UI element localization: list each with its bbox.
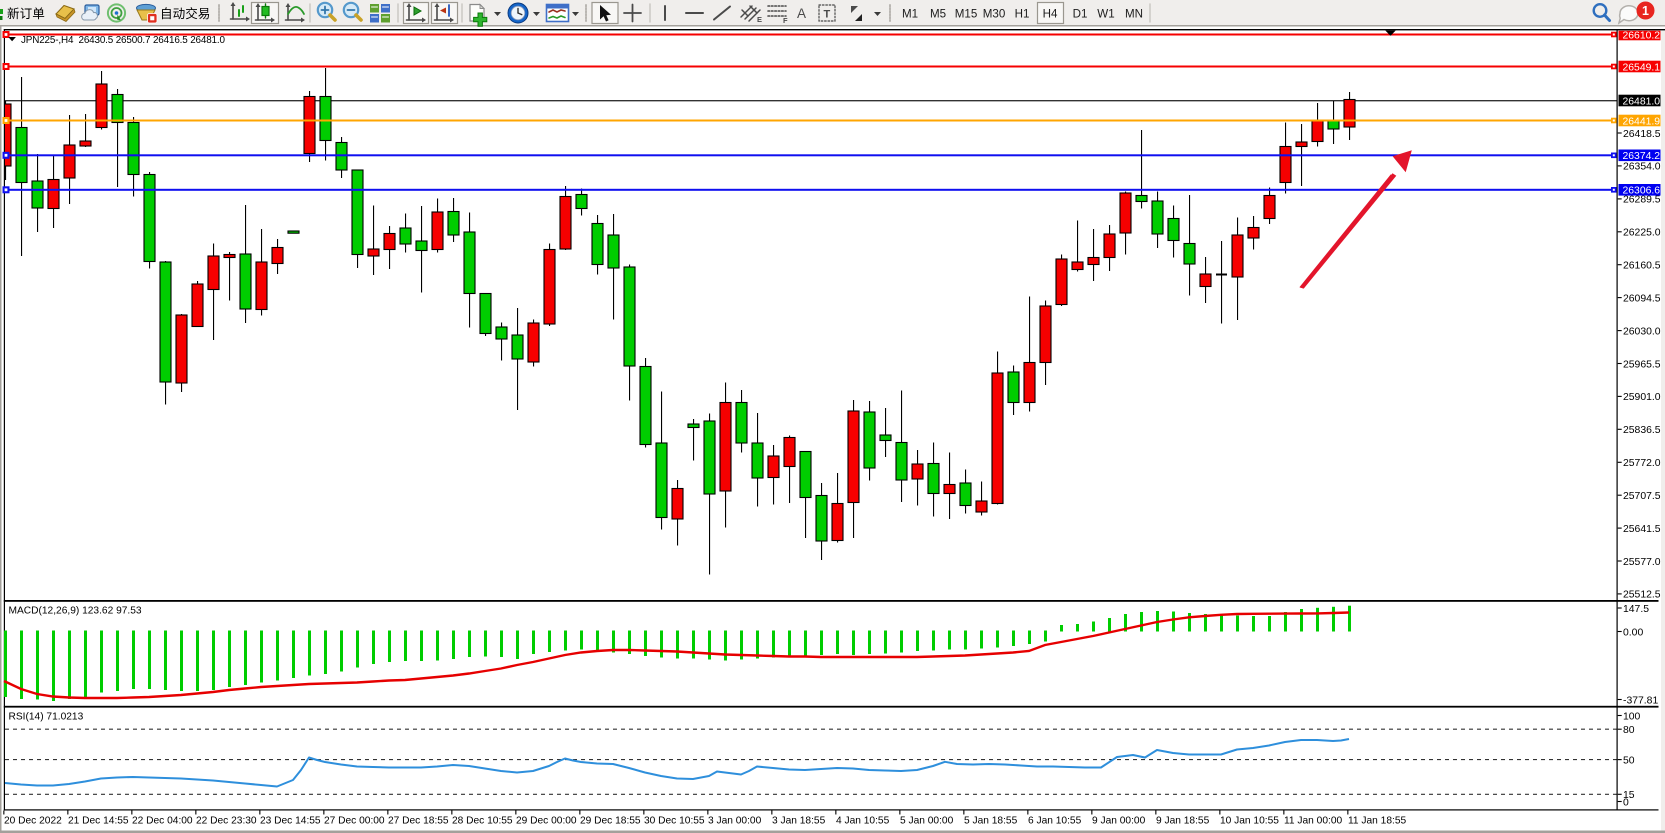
svg-text:H4: H4 — [1043, 8, 1058, 21]
svg-text:28 Dec 10:55: 28 Dec 10:55 — [452, 816, 513, 827]
svg-text:26225.0: 26225.0 — [1623, 228, 1661, 239]
svg-text:26306.6: 26306.6 — [1623, 186, 1661, 197]
svg-text:10 Jan 10:55: 10 Jan 10:55 — [1220, 816, 1279, 827]
svg-text:147.5: 147.5 — [1623, 604, 1649, 615]
svg-text:A: A — [797, 6, 806, 21]
svg-text:25577.0: 25577.0 — [1623, 557, 1661, 568]
svg-text:11 Jan 18:55: 11 Jan 18:55 — [1348, 816, 1406, 827]
svg-text:25641.5: 25641.5 — [1623, 524, 1661, 535]
svg-text:5 Jan 00:00: 5 Jan 00:00 — [900, 816, 954, 827]
svg-text:自动交易: 自动交易 — [160, 6, 210, 21]
svg-text:5 Jan 18:55: 5 Jan 18:55 — [964, 816, 1018, 827]
svg-text:25901.0: 25901.0 — [1623, 392, 1661, 403]
svg-text:23 Dec 14:55: 23 Dec 14:55 — [260, 816, 321, 827]
svg-text:0.00: 0.00 — [1623, 627, 1643, 638]
svg-text:30 Dec 10:55: 30 Dec 10:55 — [644, 816, 705, 827]
svg-text:26374.2: 26374.2 — [1623, 151, 1661, 162]
svg-text:26481.0: 26481.0 — [1623, 96, 1661, 107]
svg-text:F: F — [783, 16, 788, 25]
svg-text:4 Jan 10:55: 4 Jan 10:55 — [836, 816, 890, 827]
svg-text:M1: M1 — [902, 8, 918, 21]
svg-text:T: T — [824, 9, 831, 21]
svg-text:25772.0: 25772.0 — [1623, 458, 1661, 469]
svg-text:22 Dec 23:30: 22 Dec 23:30 — [196, 816, 257, 827]
svg-text:H1: H1 — [1015, 8, 1030, 21]
svg-text:25836.5: 25836.5 — [1623, 425, 1661, 436]
svg-text:1: 1 — [1642, 4, 1649, 18]
svg-text:JPN225-,H4 26430.5 26500.7 26: JPN225-,H4 26430.5 26500.7 26416.5 26481… — [21, 35, 225, 46]
svg-text:25965.5: 25965.5 — [1623, 359, 1661, 370]
svg-text:26354.0: 26354.0 — [1623, 162, 1661, 173]
svg-text:6 Jan 10:55: 6 Jan 10:55 — [1028, 816, 1082, 827]
svg-text:26160.5: 26160.5 — [1623, 261, 1661, 272]
svg-text:-377.81: -377.81 — [1623, 695, 1658, 706]
svg-text:3 Jan 00:00: 3 Jan 00:00 — [708, 816, 762, 827]
svg-text:RSI(14) 71.0213: RSI(14) 71.0213 — [9, 712, 84, 723]
svg-text:25707.5: 25707.5 — [1623, 491, 1661, 502]
svg-text:29 Dec 18:55: 29 Dec 18:55 — [580, 816, 641, 827]
svg-text:M30: M30 — [983, 8, 1006, 21]
svg-text:3 Jan 18:55: 3 Jan 18:55 — [772, 816, 826, 827]
svg-text:9 Jan 18:55: 9 Jan 18:55 — [1156, 816, 1210, 827]
svg-text:26610.2: 26610.2 — [1623, 30, 1661, 41]
svg-text:9 Jan 00:00: 9 Jan 00:00 — [1092, 816, 1146, 827]
svg-text:26418.5: 26418.5 — [1623, 129, 1661, 140]
svg-text:D1: D1 — [1073, 8, 1088, 21]
svg-text:MN: MN — [1125, 8, 1143, 21]
svg-text:26030.0: 26030.0 — [1623, 326, 1661, 337]
svg-text:25512.5: 25512.5 — [1623, 590, 1661, 601]
svg-text:21 Dec 14:55: 21 Dec 14:55 — [68, 816, 129, 827]
svg-text:新订单: 新订单 — [7, 6, 45, 21]
svg-text:27 Dec 18:55: 27 Dec 18:55 — [388, 816, 449, 827]
svg-text:50: 50 — [1623, 755, 1635, 766]
svg-text:W1: W1 — [1097, 8, 1114, 21]
svg-text:E: E — [757, 15, 762, 24]
svg-text:29 Dec 00:00: 29 Dec 00:00 — [516, 816, 577, 827]
svg-text:26441.9: 26441.9 — [1623, 116, 1661, 127]
svg-text:80: 80 — [1623, 725, 1635, 736]
svg-text:MACD(12,26,9) 123.62 97.53: MACD(12,26,9) 123.62 97.53 — [9, 606, 142, 617]
svg-text:15: 15 — [1623, 790, 1635, 801]
svg-text:M15: M15 — [955, 8, 978, 21]
svg-text:26094.5: 26094.5 — [1623, 293, 1661, 304]
svg-text:0: 0 — [1623, 797, 1629, 808]
svg-text:27 Dec 00:00: 27 Dec 00:00 — [324, 816, 385, 827]
svg-text:26289.5: 26289.5 — [1623, 195, 1661, 206]
svg-text:26549.1: 26549.1 — [1623, 62, 1661, 73]
svg-text:22 Dec 04:00: 22 Dec 04:00 — [132, 816, 193, 827]
svg-text:20 Dec 2022: 20 Dec 2022 — [4, 816, 62, 827]
svg-text:11 Jan 00:00: 11 Jan 00:00 — [1284, 816, 1342, 827]
svg-text:100: 100 — [1623, 711, 1641, 722]
svg-text:M5: M5 — [930, 8, 946, 21]
